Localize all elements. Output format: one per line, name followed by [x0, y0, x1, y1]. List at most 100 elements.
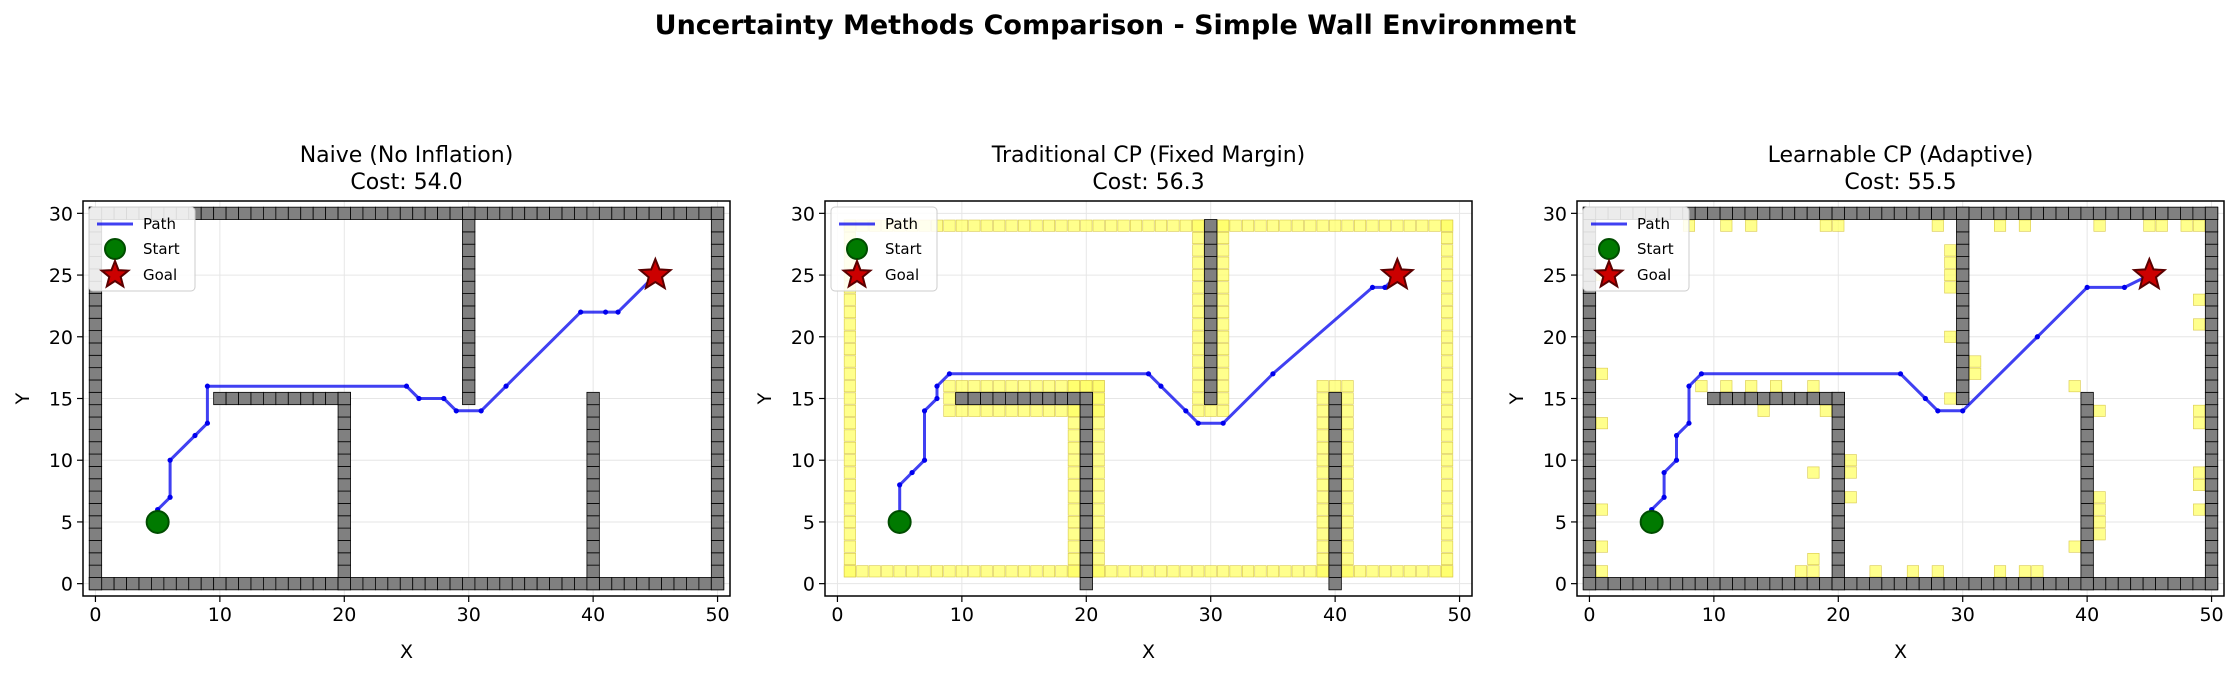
inflation-cell [993, 219, 1006, 232]
chart-title: Learnable CP (Adaptive) [1768, 143, 2034, 168]
wall-cell [374, 206, 389, 220]
wall-cell [2080, 564, 2094, 578]
inflation-cell [1441, 478, 1454, 491]
wall-cell [1831, 527, 1845, 541]
inflation-cell [1204, 565, 1217, 578]
wall-cell [213, 391, 227, 406]
legend-label-path: Path [1637, 215, 1670, 233]
wall-cell [2092, 206, 2107, 220]
inflation-cell [1316, 417, 1329, 430]
wall-cell [2204, 465, 2219, 480]
inflation-cell [843, 404, 856, 417]
path-point [1698, 371, 1705, 377]
wall-cell [2204, 527, 2219, 541]
wall-cell [1794, 206, 1808, 220]
wall-cell [710, 305, 725, 319]
wall-cell [1931, 577, 1945, 591]
wall-cell [312, 206, 327, 220]
y-axis-label: Y [1506, 392, 1528, 405]
inflation-cell [1441, 417, 1454, 430]
wall-cell [486, 206, 501, 220]
inflation-cell [1217, 565, 1230, 578]
inflation-cell [1192, 232, 1205, 245]
inflation-cell [1067, 454, 1080, 467]
inflation-cell [1067, 478, 1080, 491]
wall-cell [88, 453, 103, 467]
inflation-cell [1341, 454, 1354, 467]
wall-cell [1918, 577, 1933, 591]
wall-cell [661, 577, 675, 591]
inflation-cell [843, 552, 856, 565]
wall-cell [574, 206, 588, 220]
wall-cell [474, 577, 488, 591]
wall-cell [710, 490, 725, 504]
wall-cell [2092, 577, 2107, 591]
wall-cell [2080, 465, 2094, 480]
path-point [1922, 395, 1928, 402]
inflation-cell [943, 219, 956, 232]
inflation-cell [1441, 540, 1454, 553]
wall-cell [710, 379, 725, 393]
path-point [192, 432, 198, 439]
inflation-cell [943, 404, 956, 417]
wall-cell [2204, 219, 2219, 233]
wall-cell [2204, 293, 2219, 307]
wall-cell [462, 391, 476, 406]
legend-goal-swatch [841, 258, 873, 289]
y-tick-label: 25 [1543, 265, 1567, 287]
inflation-cell [1204, 404, 1217, 417]
path-point [167, 494, 173, 500]
x-tick-label: 20 [332, 604, 356, 626]
wall-cell [1079, 527, 1093, 541]
wall-cell [1856, 577, 1870, 591]
wall-cell [1582, 293, 1597, 307]
wall-cell [1079, 577, 1093, 591]
wall-cell [462, 206, 476, 220]
wall-cell [574, 577, 588, 591]
wall-cell [1769, 577, 1783, 591]
wall-cell [88, 564, 103, 578]
wall-cell [2167, 577, 2181, 591]
wall-cell [1993, 577, 2007, 591]
inflation-cell [1441, 318, 1454, 331]
path-point [403, 383, 410, 389]
wall-cell [586, 503, 600, 517]
wall-cell [2030, 577, 2044, 591]
inflation-cell [1944, 281, 1957, 294]
inflation-cell [2093, 219, 2106, 232]
inflation-cell [1005, 565, 1018, 578]
path-point [478, 408, 484, 414]
wall-cell [126, 577, 140, 591]
wall-cell [549, 206, 563, 220]
inflation-cell [843, 454, 856, 467]
inflation-cell [1341, 404, 1354, 417]
wall-cell [648, 206, 662, 220]
wall-cell [710, 268, 725, 282]
wall-cell [586, 453, 600, 467]
inflation-cell [943, 392, 956, 405]
wall-cell [1005, 391, 1019, 406]
legend-label-path: Path [885, 215, 918, 233]
wall-cell [1328, 527, 1342, 541]
wall-cell [2204, 231, 2219, 245]
inflation-cell [1042, 380, 1055, 393]
inflation-cell [1807, 552, 1820, 565]
inflation-cell [1316, 552, 1329, 565]
wall-cell [586, 478, 600, 492]
wall-cell [337, 527, 351, 541]
inflation-cell [1092, 540, 1105, 553]
wall-cell [2080, 453, 2094, 467]
wall-cell [2204, 354, 2219, 369]
inflation-cell [1192, 244, 1205, 257]
wall-cell [1328, 465, 1342, 480]
inflation-cell [1441, 429, 1454, 442]
wall-cell [2204, 577, 2219, 591]
wall-cell [710, 527, 725, 541]
wall-cell [536, 577, 550, 591]
wall-cell [710, 453, 725, 467]
wall-cell [586, 416, 600, 430]
wall-cell [300, 206, 314, 220]
inflation-cell [968, 219, 981, 232]
inflation-cell [1869, 565, 1882, 578]
chart-subtitle: Cost: 56.3 [1092, 170, 1204, 195]
